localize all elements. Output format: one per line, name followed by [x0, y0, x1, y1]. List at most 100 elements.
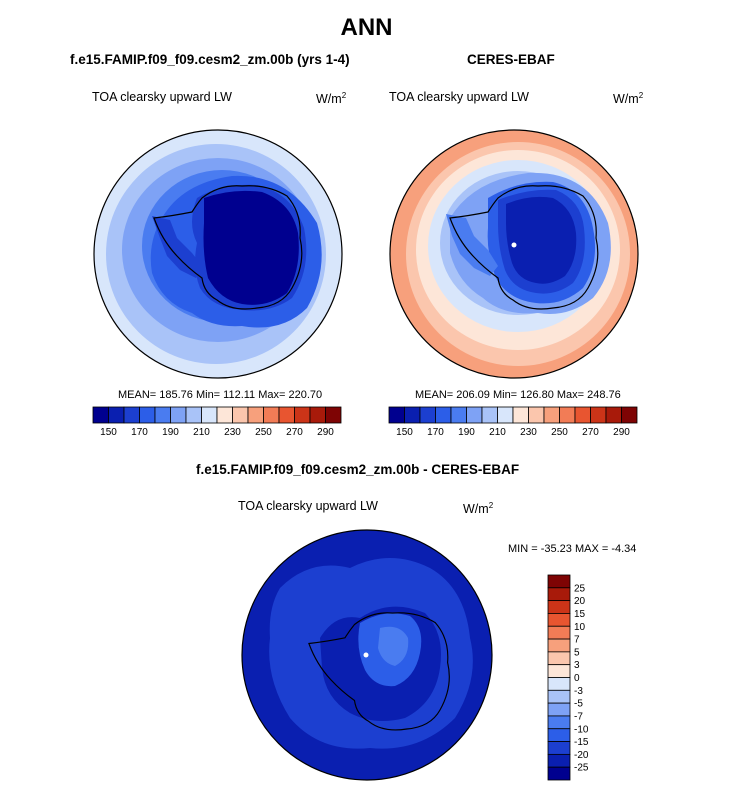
colorbar-box — [294, 406, 311, 424]
colorbar-tick-label: 150 — [396, 427, 413, 438]
antarctica-core — [203, 190, 299, 305]
units-base: W/m — [613, 92, 639, 107]
colorbar-tick-label: 210 — [193, 427, 210, 438]
colorbar-tick-label: 190 — [458, 427, 475, 438]
colorbar-box — [404, 406, 421, 424]
colorbar-box — [543, 406, 560, 424]
units-base: W/m — [463, 502, 489, 517]
colorbar-box — [123, 406, 140, 424]
map-border — [389, 129, 639, 379]
colorbar-box — [497, 406, 514, 424]
units-exp: 2 — [638, 91, 644, 100]
colorbar-tick-label: 5 — [574, 647, 580, 658]
colorbar-box — [547, 689, 571, 704]
colorbar-box — [574, 406, 591, 424]
main-title: ANN — [340, 14, 393, 41]
colorbar-box — [419, 406, 436, 424]
colorbar-box — [605, 406, 622, 424]
panel2-title: CERES-EBAF — [467, 52, 555, 67]
colorbar-box — [621, 406, 638, 424]
colorbar-tick-label: -3 — [574, 686, 583, 697]
colorbar-box — [547, 702, 571, 717]
colorbar-box — [512, 406, 529, 424]
colorbar-tick-label: 190 — [162, 427, 179, 438]
colorbar-box — [278, 406, 295, 424]
colorbar-box — [466, 406, 483, 424]
colorbar-box — [108, 406, 125, 424]
colorbar-box — [481, 406, 498, 424]
colorbar-tick-label: 270 — [286, 427, 303, 438]
units-exp: 2 — [341, 91, 347, 100]
colorbar-box — [547, 766, 571, 781]
colorbar-box — [547, 741, 571, 755]
colorbar-box — [92, 406, 109, 424]
panel3-colorbar: 25 20 15 10 75 3 0 -3 -5-7 -10 -15 -20 -25 — [547, 574, 589, 781]
panel2-colorbar: 150 170 190 210 230 250 270 290 — [388, 406, 638, 438]
south-pole-marker — [363, 652, 369, 658]
colorbar-tick-label: 15 — [574, 609, 586, 620]
colorbar-box — [154, 406, 171, 424]
panel1-polar-map — [93, 129, 343, 379]
colorbar-tick-label: 250 — [255, 427, 272, 438]
coastline — [153, 185, 303, 310]
colorbar-box — [185, 406, 202, 424]
colorbar-box — [528, 406, 545, 424]
panel1-variable-label: TOA clearsky upward LW — [92, 90, 232, 104]
colorbar-box — [547, 613, 571, 627]
colorbar-tick-label: -5 — [574, 699, 583, 710]
panel1-title: f.e15.FAMIP.f09_f09.cesm2_zm.00b (yrs 1-… — [70, 52, 350, 67]
colorbar-box — [201, 406, 218, 424]
colorbar-tick-label: 170 — [131, 427, 148, 438]
map-border — [93, 129, 343, 379]
colorbar-box — [263, 406, 280, 424]
colorbar-tick-label: 3 — [574, 660, 580, 671]
antarctica-core — [506, 196, 577, 284]
colorbar-box — [247, 406, 264, 424]
colorbar-tick-label: 290 — [613, 427, 630, 438]
colorbar-tick-label: -20 — [574, 750, 589, 761]
colorbar-box — [139, 406, 156, 424]
colorbar-tick-label: -15 — [574, 737, 589, 748]
colorbar-tick-label: -7 — [574, 711, 583, 722]
colorbar-box — [590, 406, 607, 424]
colorbar-box — [170, 406, 187, 424]
south-pole-marker — [511, 242, 517, 248]
colorbar-box — [547, 651, 571, 666]
colorbar-box — [232, 406, 249, 424]
panel2-units: W/m2 — [613, 91, 643, 106]
panel1-stats: MEAN= 185.76 Min= 112.11 Max= 220.70 — [118, 389, 323, 401]
colorbar-tick-label: 230 — [520, 427, 537, 438]
colorbar-tick-label: 20 — [574, 596, 586, 607]
colorbar-box — [547, 715, 571, 730]
units-base: W/m — [316, 92, 342, 107]
colorbar-box — [547, 664, 571, 678]
colorbar-tick-label: 290 — [317, 427, 334, 438]
colorbar-tick-label: -10 — [574, 724, 589, 735]
colorbar-tick-label: 170 — [427, 427, 444, 438]
colorbar-box — [216, 406, 233, 424]
map-band — [378, 626, 409, 666]
colorbar-tick-label: 10 — [574, 622, 586, 633]
colorbar-tick-label: 150 — [100, 427, 117, 438]
panel2-polar-map — [389, 129, 639, 379]
colorbar-box — [547, 677, 571, 691]
panel1-units: W/m2 — [316, 91, 346, 106]
map-border — [241, 529, 493, 781]
colorbar-box — [547, 638, 571, 653]
colorbar-tick-label: 210 — [489, 427, 506, 438]
colorbar-tick-label: 230 — [224, 427, 241, 438]
colorbar-box — [547, 587, 571, 602]
colorbar-box — [559, 406, 576, 424]
colorbar-tick-label: 270 — [582, 427, 599, 438]
antarctic-peninsula — [446, 214, 498, 276]
panel3-variable-label: TOA clearsky upward LW — [238, 499, 378, 513]
panel2-stats: MEAN= 206.09 Min= 126.80 Max= 248.76 — [415, 389, 621, 401]
colorbar-tick-label: 250 — [551, 427, 568, 438]
colorbar-tick-label: 7 — [574, 635, 580, 646]
panel1-colorbar: 150 170 190 210 230 250 270 290 — [92, 406, 342, 438]
panel3-stats: MIN = -35.23 MAX = -4.34 — [508, 543, 637, 555]
colorbar-tick-label: -25 — [574, 763, 589, 774]
units-exp: 2 — [488, 501, 494, 510]
panel3-units: W/m2 — [463, 501, 493, 516]
coastline — [308, 612, 450, 731]
